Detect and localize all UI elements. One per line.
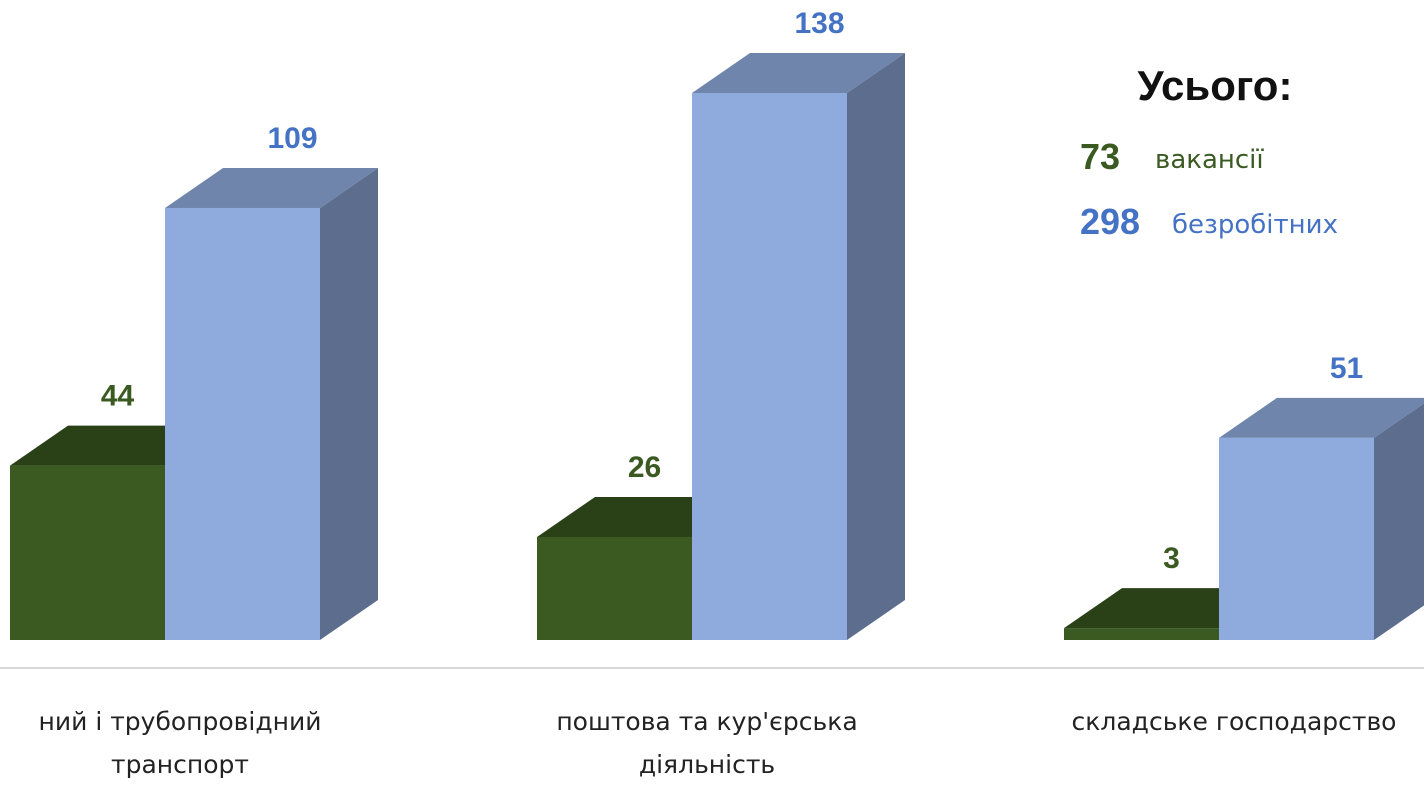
bar-side — [1374, 403, 1424, 640]
x-tick-label: складське господарство — [1071, 707, 1397, 736]
bar-front — [1064, 628, 1219, 640]
bar-front — [10, 465, 165, 640]
data-label: 3 — [1163, 542, 1180, 575]
bar-front — [537, 536, 692, 640]
vacancies-value: 73 — [1080, 136, 1121, 177]
vacancies-text: вакансії — [1155, 145, 1264, 175]
bar-top — [165, 167, 378, 208]
bar — [692, 53, 905, 640]
bar-front — [692, 93, 847, 640]
x-tick-label: поштова та кур'єрська діяльність — [556, 707, 858, 779]
bar — [165, 167, 378, 640]
unemployed-value: 298 — [1080, 201, 1141, 242]
bar-front — [1219, 437, 1374, 640]
bar-top — [692, 53, 905, 93]
bar-front — [165, 207, 320, 640]
bar-top — [1219, 397, 1424, 438]
bar-side — [320, 167, 378, 640]
unemployed-text: безробітних — [1172, 210, 1338, 240]
bar-side — [847, 53, 905, 640]
summary-title: Усього: — [1137, 62, 1293, 109]
data-label: 51 — [1330, 352, 1363, 385]
data-label: 109 — [267, 122, 317, 155]
data-label: 26 — [628, 451, 661, 484]
data-label: 138 — [794, 7, 844, 40]
x-tick-label: ний і трубопровідний транспорт — [38, 707, 322, 779]
data-label: 44 — [101, 380, 135, 413]
bar — [1219, 397, 1424, 640]
